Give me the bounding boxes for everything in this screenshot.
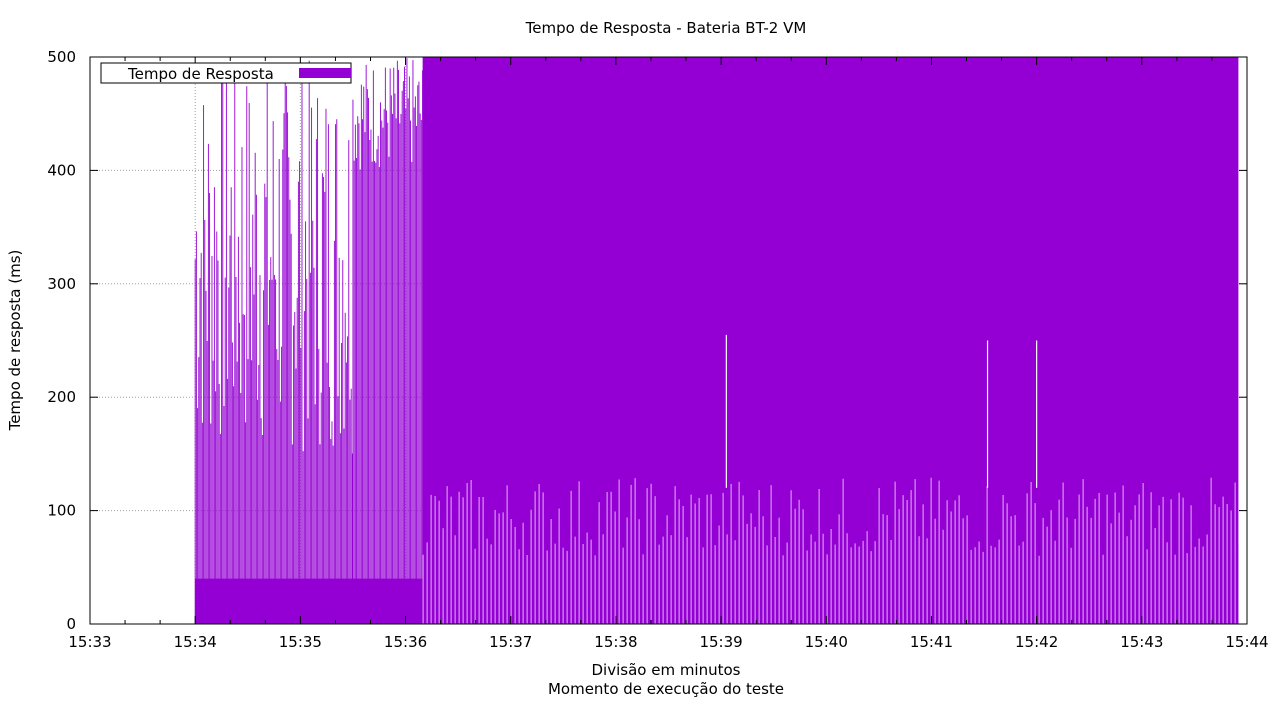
series-bar-block [423, 57, 1239, 624]
x-tick-label: 15:41 [910, 633, 953, 651]
x-tick-label: 15:39 [699, 633, 742, 651]
plot-frame [89, 56, 1248, 625]
y-tick-label: 100 [47, 502, 76, 520]
legend: Tempo de Resposta [100, 62, 352, 84]
y-tick-label: 200 [47, 388, 76, 406]
y-axis-label: Tempo de resposta (ms) [6, 250, 24, 432]
x-tick-label: 15:36 [384, 633, 427, 651]
x-tick-label: 15:35 [279, 633, 322, 651]
x-tick-label: 15:33 [68, 633, 111, 651]
response-time-series [194, 57, 1239, 624]
x-axis-sublabel: Momento de execução do teste [548, 680, 784, 698]
y-tick-label: 400 [47, 161, 76, 179]
x-axis: 15:33 15:34 15:35 15:36 15:37 15:38 15:39 15:40… [68, 57, 1269, 651]
x-tick-label: 15:42 [1015, 633, 1058, 651]
x-tick-label: 15:37 [489, 633, 532, 651]
x-tick-label: 15:34 [174, 633, 217, 651]
chart-title: Tempo de Resposta - Bateria BT-2 VM [525, 19, 807, 37]
legend-swatch [299, 68, 351, 78]
x-tick-label: 15:43 [1120, 633, 1163, 651]
x-axis-label: Divisão em minutos [592, 661, 741, 679]
x-tick-label: 15:44 [1225, 633, 1268, 651]
y-tick-label: 0 [66, 615, 76, 633]
y-tick-label: 500 [47, 48, 76, 66]
legend-label: Tempo de Resposta [127, 65, 274, 83]
y-axis: 0 100 200 300 400 500 [47, 48, 1247, 633]
y-tick-label: 300 [47, 275, 76, 293]
response-time-spikes [422, 334, 1236, 624]
x-tick-label: 15:38 [594, 633, 637, 651]
x-tick-label: 15:40 [805, 633, 848, 651]
